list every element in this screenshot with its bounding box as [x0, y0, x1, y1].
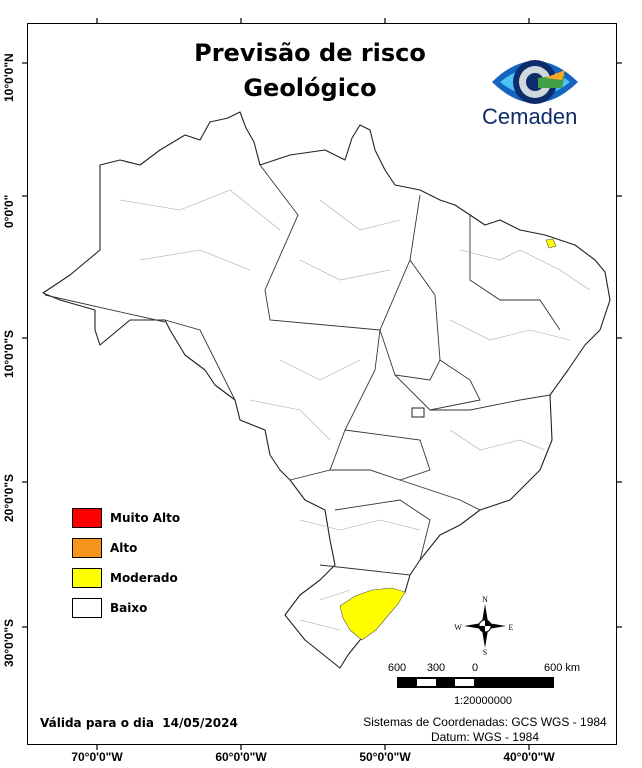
scale-bar: [397, 677, 554, 688]
scale-label: 0: [471, 662, 479, 674]
scale-ratio: 1:20000000: [453, 695, 513, 707]
x-tick-label: 70°0'0"W: [71, 750, 123, 764]
legend-swatch: [72, 508, 102, 528]
title-line-1: Previsão de risco: [194, 39, 426, 67]
cemaden-logo-text: Cemaden: [482, 104, 578, 129]
legend-swatch: [72, 568, 102, 588]
map-title: Previsão de risco Geológico: [150, 36, 470, 106]
scale-label: 600: [387, 662, 407, 674]
scale-label: 600 km: [543, 662, 581, 674]
scale-label: 300: [426, 662, 446, 674]
legend-label: Moderado: [110, 571, 178, 585]
legend-label: Baixo: [110, 601, 148, 615]
coord-system: Sistemas de Coordenadas: GCS WGS - 1984: [363, 715, 607, 729]
distrito-federal: [411, 407, 425, 418]
legend-label: Alto: [110, 541, 138, 555]
compass-w: W: [454, 623, 462, 632]
compass-e: E: [509, 623, 514, 632]
risk-area-moderado-rs: [339, 587, 406, 641]
valid-date: Válida para o dia 14/05/2024: [40, 716, 238, 730]
legend-item-muito-alto: Muito Alto: [72, 508, 180, 528]
datum: Datum: WGS - 1984: [430, 730, 540, 744]
mesoregion-borders: [119, 189, 591, 631]
legend-swatch: [72, 598, 102, 618]
x-tick-label: 50°0'0"W: [359, 750, 411, 764]
title-line-2: Geológico: [243, 74, 377, 102]
risk-area-moderado-ce: [545, 238, 557, 249]
legend-item-baixo: Baixo: [72, 598, 147, 618]
legend-swatch: [72, 538, 102, 558]
compass-n: N: [482, 595, 488, 604]
legend-label: Muito Alto: [110, 511, 181, 525]
state-borders: [44, 164, 561, 576]
cemaden-logo-icon: [492, 60, 578, 104]
brazil-outline: [42, 111, 611, 669]
legend-item-moderado: Moderado: [72, 568, 178, 588]
x-tick-label: 40°0'0"W: [503, 750, 555, 764]
north-arrow-compass-icon: N S E W: [454, 595, 514, 657]
compass-s: S: [483, 648, 487, 657]
map-frame: [27, 23, 617, 745]
x-tick-label: 60°0'0"W: [215, 750, 267, 764]
legend-item-alto: Alto: [72, 538, 137, 558]
